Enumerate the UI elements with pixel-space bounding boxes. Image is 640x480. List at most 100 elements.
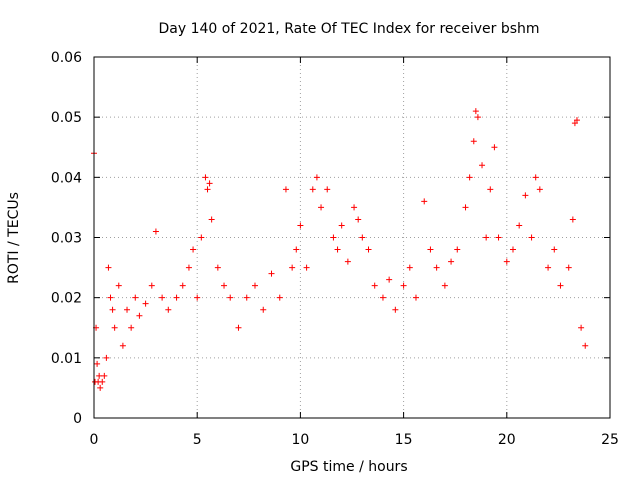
data-point (578, 324, 585, 331)
data-point (441, 282, 448, 289)
data-point (136, 312, 143, 319)
grid-lines (94, 57, 610, 418)
data-point (289, 264, 296, 271)
x-tick-label: 20 (498, 432, 516, 448)
data-point (474, 114, 481, 121)
data-point (516, 222, 523, 229)
x-tick-label: 15 (395, 432, 413, 448)
data-point (293, 246, 300, 253)
data-point (260, 306, 267, 313)
data-point (386, 276, 393, 283)
data-point (495, 234, 502, 241)
data-point (99, 378, 106, 385)
data-point (179, 282, 186, 289)
data-point (297, 222, 304, 229)
data-point (142, 300, 149, 307)
data-point (330, 234, 337, 241)
data-point (522, 192, 529, 199)
data-point (318, 204, 325, 211)
data-point (371, 282, 378, 289)
data-point (111, 324, 118, 331)
data-point (351, 204, 358, 211)
data-point (115, 282, 122, 289)
data-point (379, 294, 386, 301)
x-tick-label: 0 (90, 432, 99, 448)
y-tick-label: 0.02 (51, 291, 82, 307)
data-point (569, 216, 576, 223)
data-point (466, 174, 473, 181)
data-point (359, 234, 366, 241)
data-point (165, 306, 172, 313)
data-point (206, 180, 213, 187)
data-point (421, 198, 428, 205)
y-tick-label: 0.06 (51, 50, 82, 66)
data-point (462, 204, 469, 211)
data-point (528, 234, 535, 241)
data-point (96, 372, 103, 379)
data-point (202, 174, 209, 181)
data-point (243, 294, 250, 301)
x-axis-title: GPS time / hours (290, 459, 407, 475)
data-point (190, 246, 197, 253)
data-point (573, 117, 580, 124)
data-point (276, 294, 283, 301)
data-point (159, 294, 166, 301)
data-point (103, 354, 110, 361)
data-point (313, 174, 320, 181)
data-point (148, 282, 155, 289)
chart-title: Day 140 of 2021, Rate Of TEC Index for r… (158, 21, 539, 37)
data-point (107, 294, 114, 301)
data-point (392, 306, 399, 313)
data-point (109, 306, 116, 313)
data-point (221, 282, 228, 289)
data-point (214, 264, 221, 271)
data-points (91, 108, 589, 391)
data-point (355, 216, 362, 223)
data-point (101, 372, 108, 379)
data-point (204, 186, 211, 193)
data-point (479, 162, 486, 169)
data-point (194, 294, 201, 301)
data-point (582, 342, 589, 349)
data-point (545, 264, 552, 271)
data-point (128, 324, 135, 331)
x-tick-label: 25 (601, 432, 619, 448)
data-point (198, 234, 205, 241)
data-point (344, 258, 351, 265)
data-point (309, 186, 316, 193)
data-point (119, 342, 126, 349)
axis-ticks: 0 0.01 0.02 0.03 0.04 0.05 0.06 0 5 10 15 20 25 (51, 50, 619, 448)
data-point (94, 360, 101, 367)
data-point (406, 264, 413, 271)
data-point (105, 264, 112, 271)
x-tick-label: 5 (193, 432, 202, 448)
y-axis-title: ROTI / TECUs (6, 192, 22, 284)
y-tick-label: 0.05 (51, 110, 82, 126)
data-point (503, 258, 510, 265)
data-point (551, 246, 558, 253)
data-point (185, 264, 192, 271)
data-point (124, 306, 131, 313)
data-point (365, 246, 372, 253)
data-point (472, 108, 479, 115)
data-point (491, 144, 498, 151)
data-point (448, 258, 455, 265)
data-point (235, 324, 242, 331)
data-point (208, 216, 215, 223)
data-point (251, 282, 258, 289)
y-tick-label: 0.03 (51, 231, 82, 247)
data-point (173, 294, 180, 301)
data-point (132, 294, 139, 301)
data-point (268, 270, 275, 277)
data-point (532, 174, 539, 181)
y-tick-label: 0.04 (51, 170, 82, 186)
data-point (565, 264, 572, 271)
data-point (412, 294, 419, 301)
data-point (303, 264, 310, 271)
data-point (338, 222, 345, 229)
data-point (470, 138, 477, 145)
y-tick-label: 0.01 (51, 351, 82, 367)
data-point (536, 186, 543, 193)
data-point (427, 246, 434, 253)
